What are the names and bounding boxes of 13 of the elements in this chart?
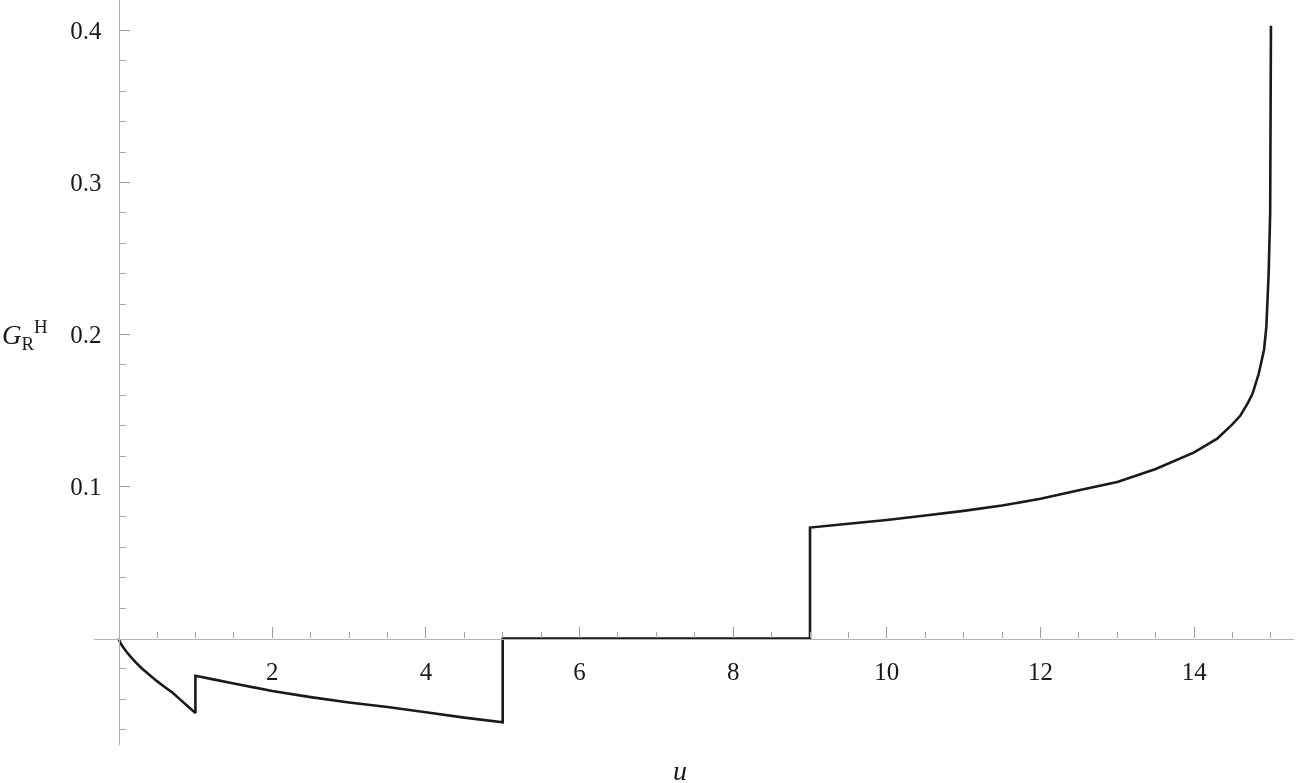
x-tick-label: 8 — [726, 657, 740, 685]
y-tick-label: 0.3 — [70, 169, 102, 197]
y-tick-label: 0.1 — [70, 473, 102, 501]
x-tick-label: 4 — [419, 657, 433, 685]
line-series — [117, 24, 1273, 724]
x-tick-label: 10 — [874, 657, 900, 685]
x-tick-label: 12 — [1027, 657, 1053, 685]
y-tick-label: 0.4 — [70, 17, 102, 45]
x-axis-title: u — [673, 755, 687, 783]
y-tick-label: 0.2 — [70, 321, 102, 349]
x-tick-label: 2 — [265, 657, 279, 685]
x-tick-label: 14 — [1181, 657, 1208, 685]
x-tick-label: 6 — [573, 657, 586, 685]
